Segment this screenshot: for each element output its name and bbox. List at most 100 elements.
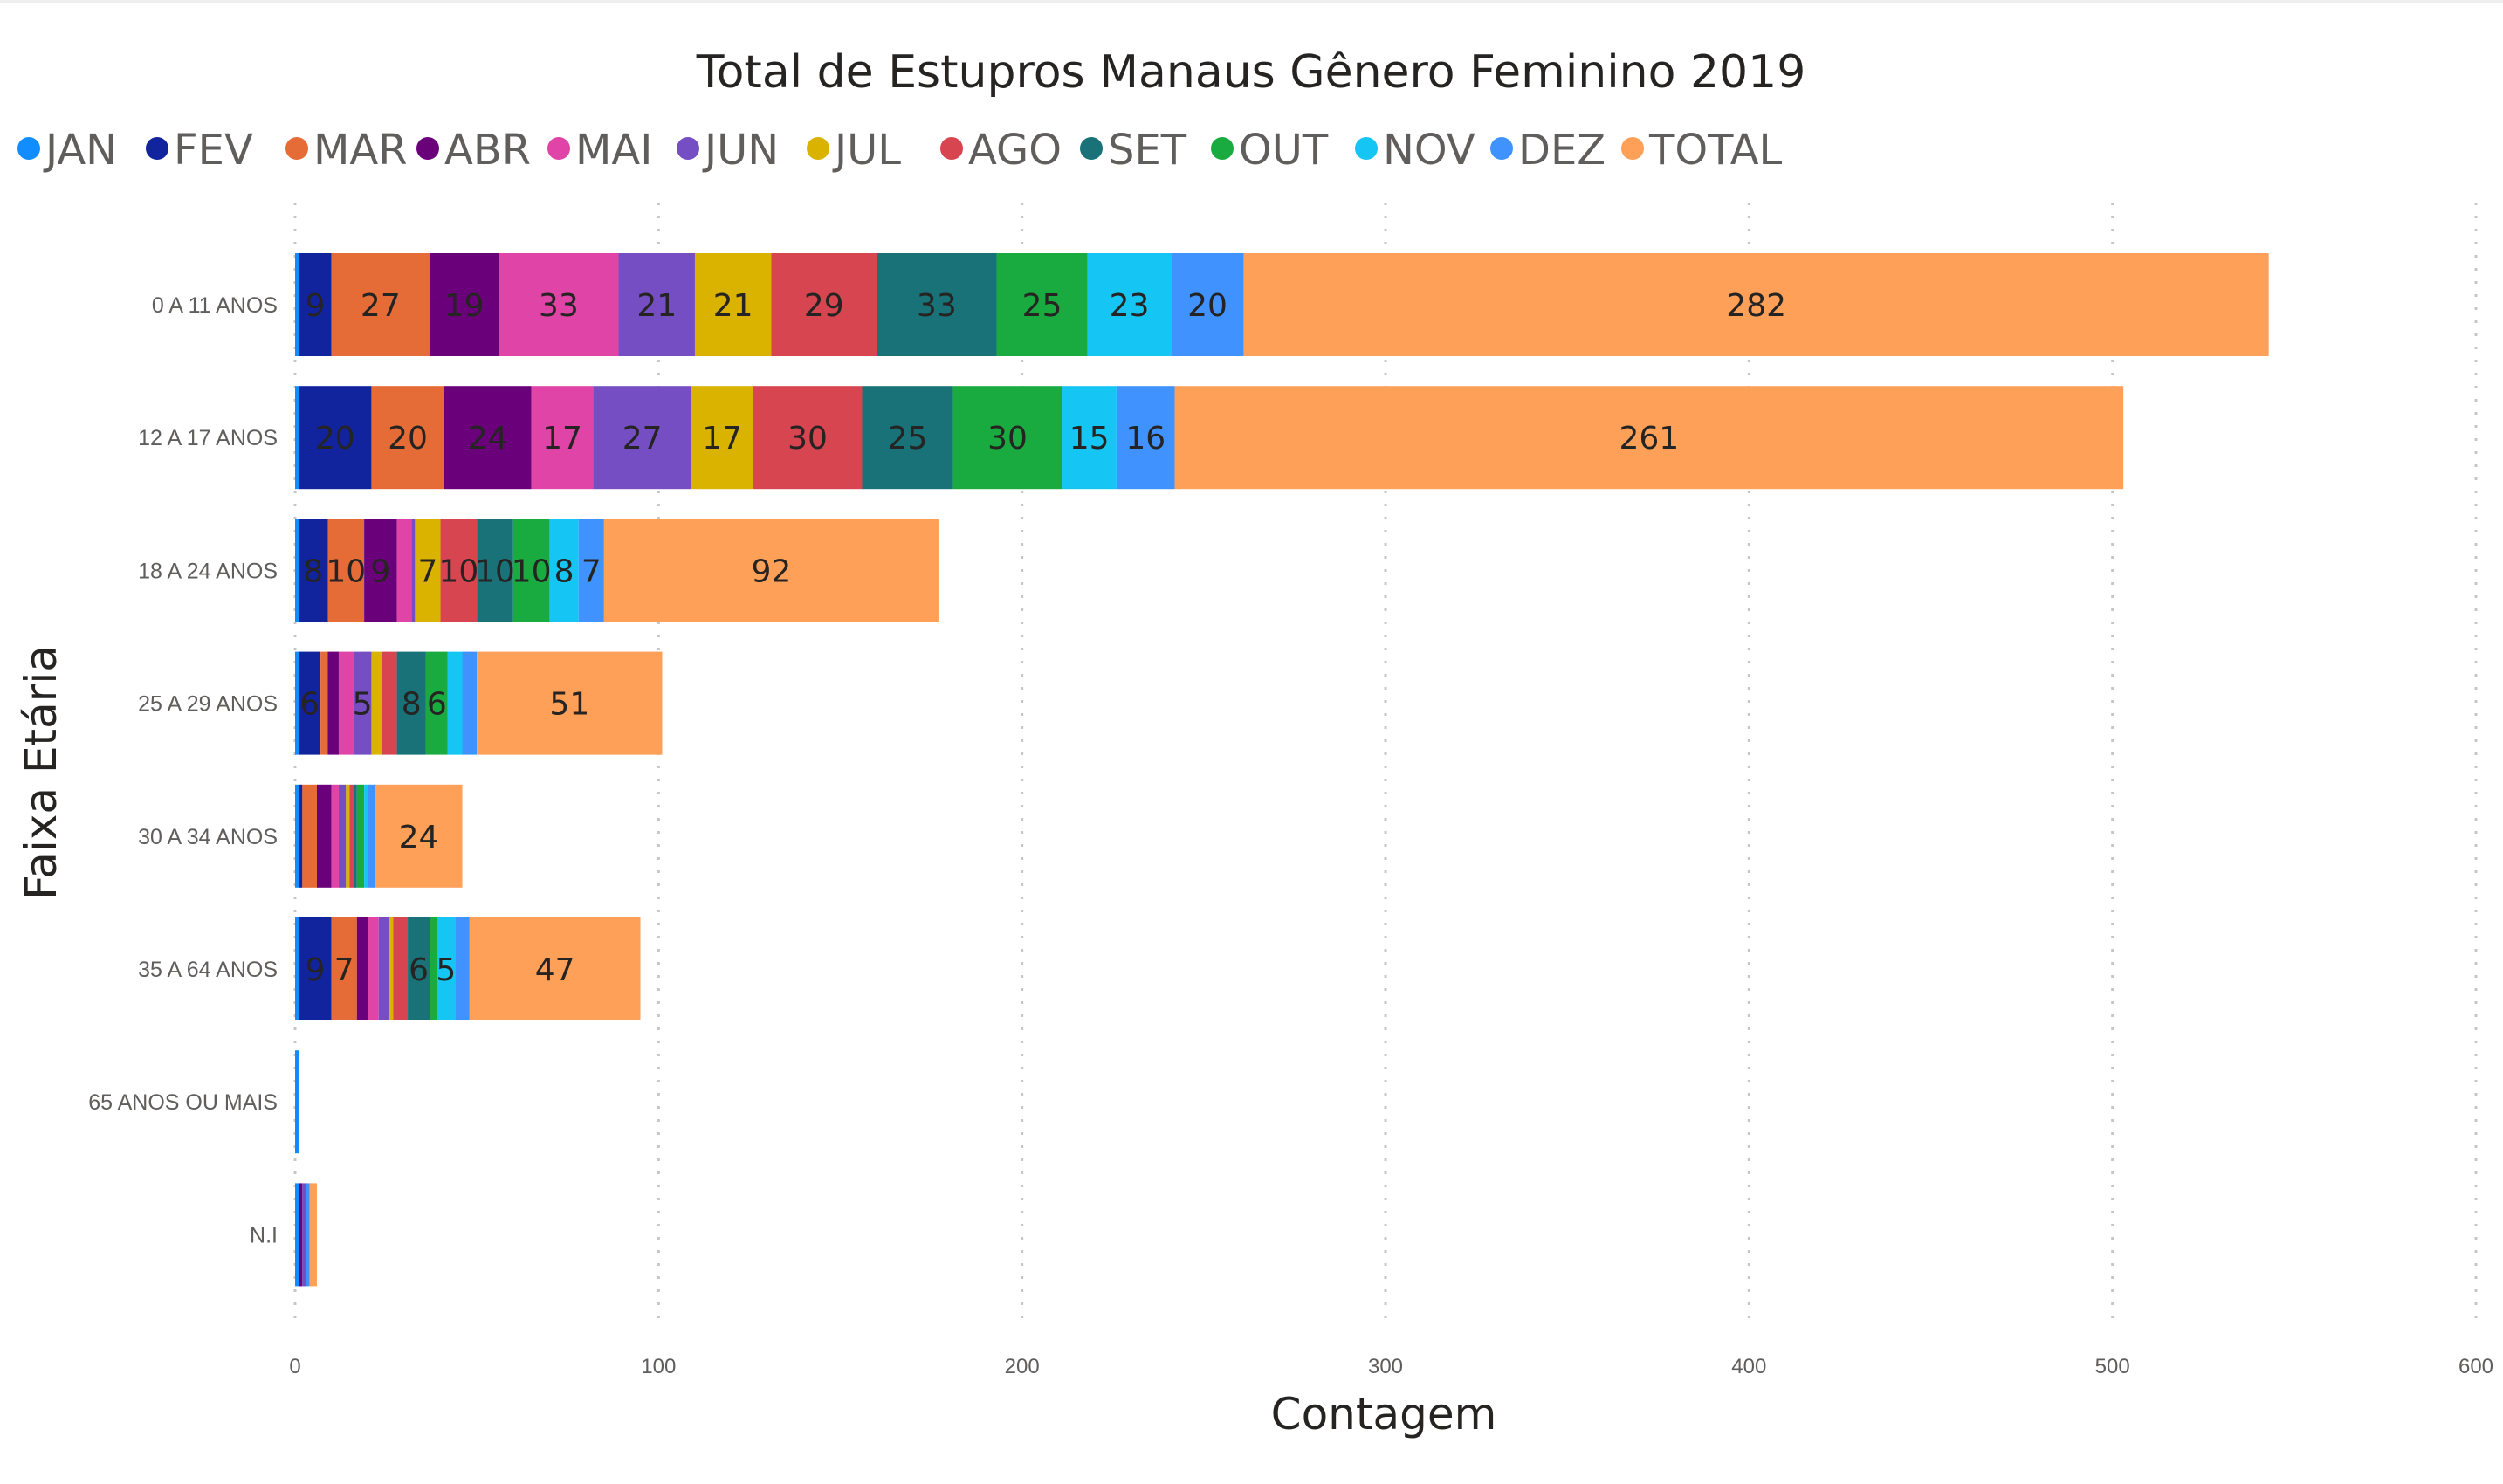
x-axis-title: Contagem [1271,1389,1497,1439]
data-label-12-a-17-anos-jun: 27 [622,421,663,457]
legend-label-jul: JUL [832,126,901,175]
legend-marker-mai [547,137,570,160]
bar-25-a-29-anos-mar [320,651,328,755]
legend-marker-jun [677,137,699,160]
legend-marker-jul [807,137,829,160]
bar-n-i-jan [295,1183,299,1287]
bar-12-a-17-anos-jun [593,386,691,490]
legend-label-out: OUT [1239,126,1329,175]
x-tick-label-0: 0 [289,1355,300,1378]
category-label-25-a-29-anos: 25 A 29 ANOS [138,692,278,717]
data-label-18-a-24-anos-dez: 7 [581,553,602,589]
data-label-12-a-17-anos-mai: 17 [542,421,582,457]
bar-18-a-24-anos-fev [299,519,328,622]
data-label-18-a-24-anos-ago: 10 [438,553,478,589]
bar-65-anos-ou-mais-jan [295,1050,299,1154]
bar-18-a-24-anos-mai [396,519,412,622]
data-label-0-a-11-anos-out: 25 [1022,288,1062,324]
bar-30-a-34-anos-mai [331,784,339,888]
legend-marker-fev [146,137,168,160]
legend-marker-abr [416,137,439,160]
bar-n-i-total [309,1183,317,1287]
data-label-0-a-11-anos-mai: 33 [539,288,579,324]
data-label-18-a-24-anos-total: 92 [751,553,791,589]
data-label-30-a-34-anos-total: 24 [399,820,439,855]
category-label-n-i: N.I [250,1223,278,1247]
bar-35-a-64-anos-out [430,917,437,1020]
bar-25-a-29-anos-set [396,651,426,755]
bar-35-a-64-anos-jan [295,917,299,1020]
data-label-12-a-17-anos-dez: 16 [1125,421,1166,457]
legend-label-fev: FEV [174,126,253,175]
data-label-25-a-29-anos-set: 8 [402,687,422,723]
bar-25-a-29-anos-out [425,651,448,755]
bar-0-a-11-anos-mar [331,253,430,356]
bar-18-a-24-anos-set [477,519,513,622]
data-label-25-a-29-anos-fev: 6 [299,687,320,723]
chart-title: Total de Estupros Manaus Gênero Feminino… [696,46,1806,99]
data-label-18-a-24-anos-nov: 8 [554,553,574,589]
data-label-35-a-64-anos-set: 6 [409,952,429,988]
bar-35-a-64-anos-jun [378,917,390,1020]
data-label-0-a-11-anos-abr: 19 [444,288,485,324]
bar-30-a-34-anos-mar [302,784,317,888]
category-label-65-anos-ou-mais: 65 ANOS OU MAIS [88,1090,278,1115]
bar-30-a-34-anos-dez [368,784,375,888]
legend-marker-ago [940,137,963,160]
x-tick-label-600: 600 [2458,1355,2493,1378]
data-label-12-a-17-anos-jul: 17 [702,421,742,457]
bar-12-a-17-anos-total [1174,386,2124,490]
bar-30-a-34-anos-out [356,784,365,888]
data-label-12-a-17-anos-nov: 15 [1069,421,1110,457]
bar-0-a-11-anos-abr [430,253,499,356]
bars [295,253,2269,1287]
bar-25-a-29-anos-total [477,651,663,755]
bar-18-a-24-anos-ago [440,519,478,622]
bar-25-a-29-anos-ago [382,651,397,755]
data-label-0-a-11-anos-ago: 29 [804,288,844,324]
bar-35-a-64-anos-dez [455,917,470,1020]
data-label-35-a-64-anos-total: 47 [535,952,575,988]
bar-12-a-17-anos-fev [299,386,372,490]
bar-30-a-34-anos-fev [299,784,303,888]
legend-label-mar: MAR [313,126,408,175]
legend-label-total: TOTAL [1648,126,1783,175]
bar-18-a-24-anos-total [603,519,939,622]
bar-12-a-17-anos-jul [691,386,753,490]
bar-35-a-64-anos-total [469,917,641,1020]
y-axis-title: Faixa Etária [16,645,66,900]
bar-0-a-11-anos-jul [694,253,772,356]
data-label-0-a-11-anos-mar: 27 [361,288,401,324]
bar-0-a-11-anos-nov [1087,253,1172,356]
data-label-12-a-17-anos-abr: 24 [468,421,508,457]
top-border [0,0,2503,3]
legend-label-mai: MAI [575,126,652,175]
legend-label-jun: JUN [702,126,779,175]
legend-marker-set [1080,137,1103,160]
legend-marker-nov [1355,137,1378,160]
bar-30-a-34-anos-abr [316,784,332,888]
bar-12-a-17-anos-dez [1116,386,1175,490]
bar-30-a-34-anos-ago [349,784,354,888]
bar-n-i-jun [302,1183,306,1287]
data-label-12-a-17-anos-mar: 20 [388,421,428,457]
legend-marker-jan [17,137,40,160]
bar-25-a-29-anos-abr [327,651,339,755]
bar-0-a-11-anos-mai [499,253,619,356]
bar-30-a-34-anos-set [353,784,357,888]
bar-0-a-11-anos-set [877,253,997,356]
bar-12-a-17-anos-out [952,386,1062,490]
bar-35-a-64-anos-mai [368,917,379,1020]
data-label-0-a-11-anos-jul: 21 [713,288,753,324]
legend-label-nov: NOV [1383,126,1475,175]
legend-marker-out [1211,137,1234,160]
bar-12-a-17-anos-nov [1062,386,1117,490]
bar-18-a-24-anos-out [512,519,550,622]
bar-0-a-11-anos-out [996,253,1088,356]
bar-30-a-34-anos-jul [346,784,350,888]
x-tick-label-300: 300 [1368,1355,1403,1378]
bar-35-a-64-anos-fev [299,917,332,1020]
bar-n-i-dez [306,1183,310,1287]
bar-0-a-11-anos-total [1243,253,2269,356]
